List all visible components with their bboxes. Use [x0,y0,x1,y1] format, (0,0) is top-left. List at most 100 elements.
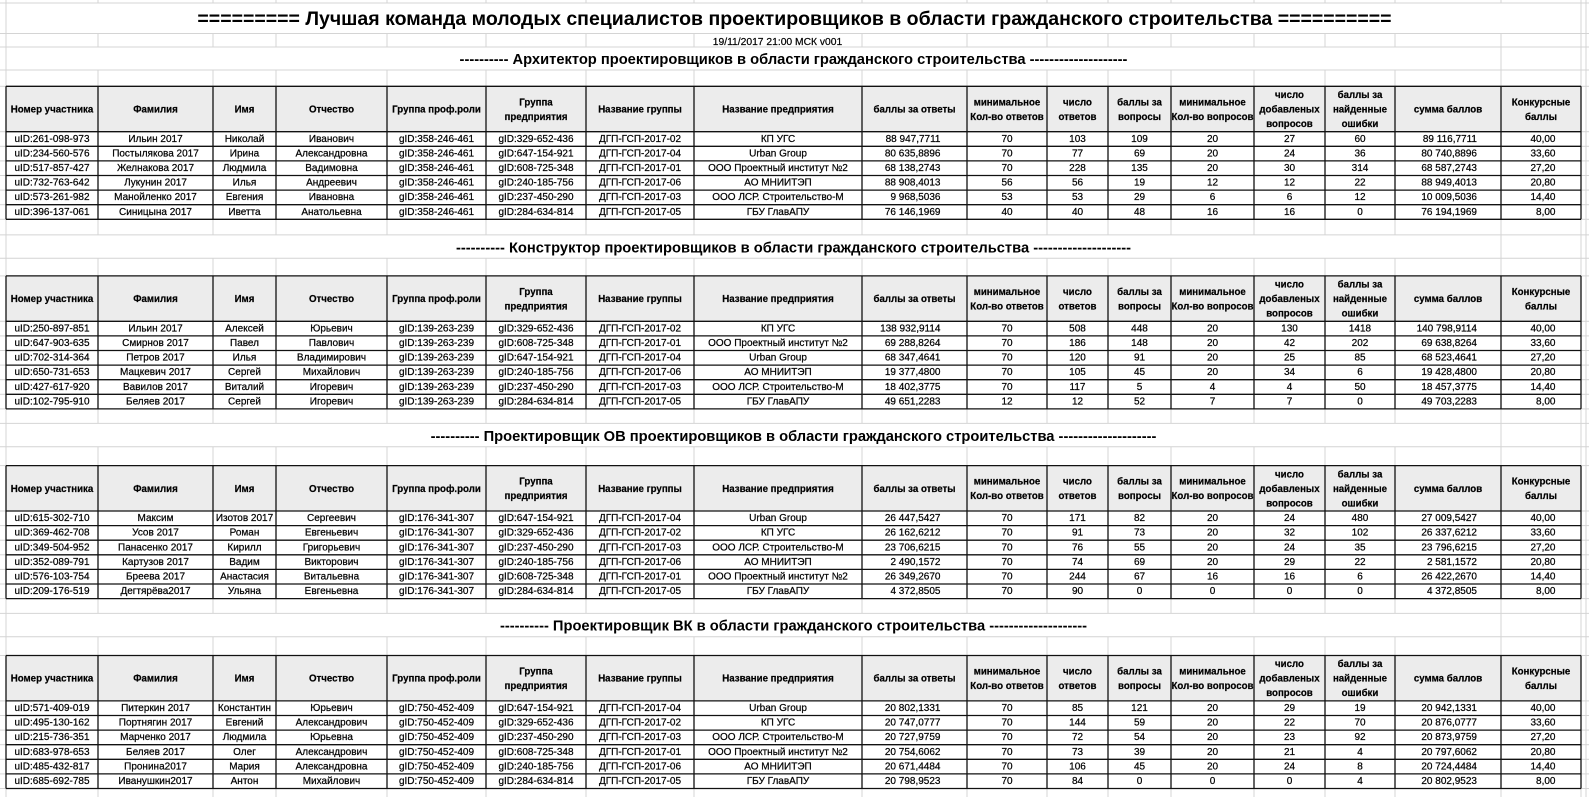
svg-text:4: 4 [1357,747,1363,758]
svg-text:27 009,5427: 27 009,5427 [1421,513,1477,524]
svg-text:0: 0 [1137,776,1143,787]
svg-text:70: 70 [1001,148,1013,159]
svg-text:Конкурсные: Конкурсные [1512,666,1571,677]
svg-text:Группа: Группа [519,477,553,488]
svg-text:4: 4 [1357,776,1363,787]
svg-text:18 402,3775: 18 402,3775 [885,382,941,393]
svg-text:ДГП-ГСП-2017-06: ДГП-ГСП-2017-06 [599,367,682,378]
svg-text:29: 29 [1284,557,1296,568]
svg-text:70: 70 [1001,776,1013,787]
svg-text:ДГП-ГСП-2017-06: ДГП-ГСП-2017-06 [599,761,682,772]
svg-text:Петров 2017: Петров 2017 [126,353,185,364]
svg-text:gID:176-341-307: gID:176-341-307 [399,586,474,597]
svg-text:баллы за: баллы за [1117,477,1162,488]
svg-text:20,80: 20,80 [1530,747,1555,758]
svg-text:20 873,9759: 20 873,9759 [1421,732,1477,743]
svg-text:gID:358-246-461: gID:358-246-461 [399,134,474,145]
svg-text:число: число [1063,477,1092,488]
svg-text:gID:139-263-239: gID:139-263-239 [399,382,474,393]
svg-text:Название предприятия: Название предприятия [722,105,833,116]
svg-text:20 802,9523: 20 802,9523 [1421,776,1477,787]
svg-text:0: 0 [1357,396,1363,407]
svg-text:120: 120 [1069,353,1086,364]
svg-text:Юрьевич: Юрьевич [310,703,353,714]
svg-text:68 523,4641: 68 523,4641 [1421,353,1477,364]
svg-text:21: 21 [1284,747,1296,758]
svg-text:gID:647-154-921: gID:647-154-921 [498,353,573,364]
svg-text:Отчество: Отчество [309,484,354,495]
svg-text:20: 20 [1207,732,1219,743]
svg-text:ДГП-ГСП-2017-01: ДГП-ГСП-2017-01 [599,747,682,758]
svg-text:26 422,2670: 26 422,2670 [1421,572,1477,583]
svg-text:138 932,9114: 138 932,9114 [880,323,941,334]
svg-text:26 337,6212: 26 337,6212 [1421,528,1477,539]
svg-text:0: 0 [1357,207,1363,218]
svg-text:gID:329-652-436: gID:329-652-436 [498,134,573,145]
svg-text:Илья: Илья [233,178,257,189]
svg-text:ДГП-ГСП-2017-04: ДГП-ГСП-2017-04 [599,513,682,524]
svg-text:найденные: найденные [1333,674,1388,685]
svg-text:20: 20 [1207,367,1219,378]
svg-text:80 740,8896: 80 740,8896 [1421,148,1477,159]
svg-text:70: 70 [1001,586,1013,597]
svg-text:gID:240-185-756: gID:240-185-756 [498,761,573,772]
svg-text:26 349,2670: 26 349,2670 [885,572,941,583]
svg-text:ООО ЛСР. Строительство-М: ООО ЛСР. Строительство-М [712,382,844,393]
svg-text:uID:369-462-708: uID:369-462-708 [14,528,89,539]
svg-text:70: 70 [1001,513,1013,524]
svg-text:27,20: 27,20 [1530,163,1555,174]
svg-text:480: 480 [1352,513,1369,524]
svg-text:Название группы: Название группы [598,294,682,305]
svg-text:uID:209-176-519: uID:209-176-519 [14,586,89,597]
svg-text:20 754,6062: 20 754,6062 [885,747,941,758]
svg-text:22: 22 [1284,718,1296,729]
svg-text:Имя: Имя [235,484,255,495]
svg-text:40,00: 40,00 [1530,513,1555,524]
svg-text:Конкурсные: Конкурсные [1512,97,1571,108]
svg-text:минимальное: минимальное [974,666,1041,677]
svg-text:72: 72 [1072,732,1084,743]
svg-text:ДГП-ГСП-2017-06: ДГП-ГСП-2017-06 [599,557,682,568]
svg-text:121: 121 [1131,703,1148,714]
svg-text:32: 32 [1284,528,1296,539]
svg-text:76 146,1969: 76 146,1969 [885,207,941,218]
svg-text:140 798,9114: 140 798,9114 [1417,323,1478,334]
svg-text:14,40: 14,40 [1530,572,1555,583]
svg-text:АО МНИИТЭП: АО МНИИТЭП [744,367,811,378]
svg-text:gID:358-246-461: gID:358-246-461 [399,207,474,218]
svg-text:ГБУ ГлавАПУ: ГБУ ГлавАПУ [747,396,810,407]
svg-text:gID:358-246-461: gID:358-246-461 [399,148,474,159]
svg-text:ДГП-ГСП-2017-01: ДГП-ГСП-2017-01 [599,572,682,583]
svg-text:Кол-во вопросов: Кол-во вопросов [1172,301,1254,312]
svg-text:70: 70 [1001,542,1013,553]
svg-text:Бреева 2017: Бреева 2017 [126,572,185,583]
svg-text:uID:650-731-653: uID:650-731-653 [14,367,89,378]
svg-text:39: 39 [1134,747,1146,758]
svg-text:Сергеевич: Сергеевич [307,513,356,524]
svg-text:Евгений: Евгений [226,718,264,729]
svg-text:gID:176-341-307: gID:176-341-307 [399,557,474,568]
svg-text:70: 70 [1001,732,1013,743]
svg-text:вопросы: вопросы [1118,301,1161,312]
svg-text:gID:240-185-756: gID:240-185-756 [498,178,573,189]
svg-text:gID:237-450-290: gID:237-450-290 [498,192,573,203]
svg-text:вопросы: вопросы [1118,681,1161,692]
svg-text:Картузов 2017: Картузов 2017 [122,557,189,568]
svg-text:40: 40 [1072,207,1084,218]
svg-text:gID:329-652-436: gID:329-652-436 [498,718,573,729]
svg-text:69: 69 [1134,148,1146,159]
svg-text:73: 73 [1072,747,1084,758]
svg-text:135: 135 [1131,163,1148,174]
svg-text:508: 508 [1069,323,1086,334]
svg-text:---------- Конструктор проекти: ---------- Конструктор проектировщиков в… [456,240,1131,256]
svg-text:6: 6 [1287,192,1293,203]
svg-text:102: 102 [1352,528,1369,539]
svg-text:89 116,7711: 89 116,7711 [1423,134,1478,145]
svg-text:Усов 2017: Усов 2017 [132,528,179,539]
svg-text:gID:139-263-239: gID:139-263-239 [399,323,474,334]
svg-text:ответов: ответов [1059,491,1097,502]
svg-text:Название предприятия: Название предприятия [722,484,833,495]
svg-text:ответов: ответов [1059,681,1097,692]
svg-text:25: 25 [1284,353,1296,364]
svg-text:54: 54 [1134,732,1146,743]
